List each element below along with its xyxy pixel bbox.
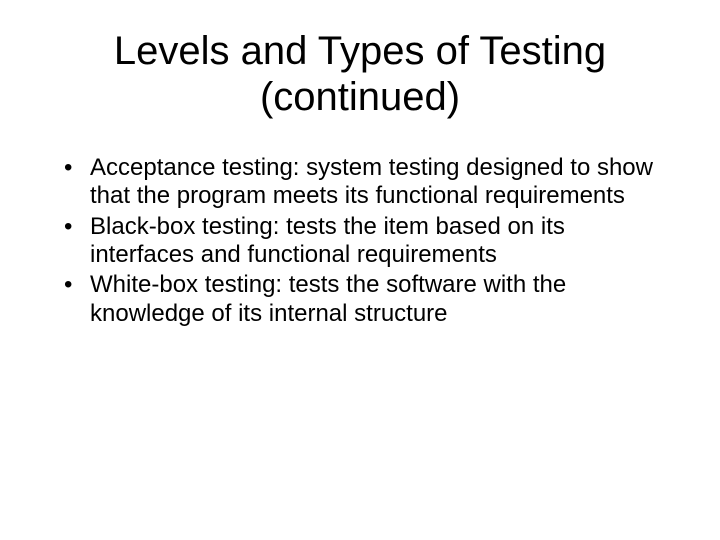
bullet-text: Acceptance testing: system testing desig… (90, 154, 653, 209)
title-line-2: (continued) (260, 75, 460, 119)
bullet-list: Acceptance testing: system testing desig… (50, 154, 670, 328)
slide-body: Acceptance testing: system testing desig… (50, 154, 670, 328)
bullet-text: White-box testing: tests the software wi… (90, 271, 566, 326)
slide-title: Levels and Types of Testing (continued) (50, 28, 670, 120)
slide: Levels and Types of Testing (continued) … (0, 0, 720, 540)
bullet-text: Black-box testing: tests the item based … (90, 213, 565, 268)
list-item: White-box testing: tests the software wi… (56, 271, 660, 328)
list-item: Black-box testing: tests the item based … (56, 213, 660, 270)
list-item: Acceptance testing: system testing desig… (56, 154, 660, 211)
title-line-1: Levels and Types of Testing (114, 29, 606, 73)
